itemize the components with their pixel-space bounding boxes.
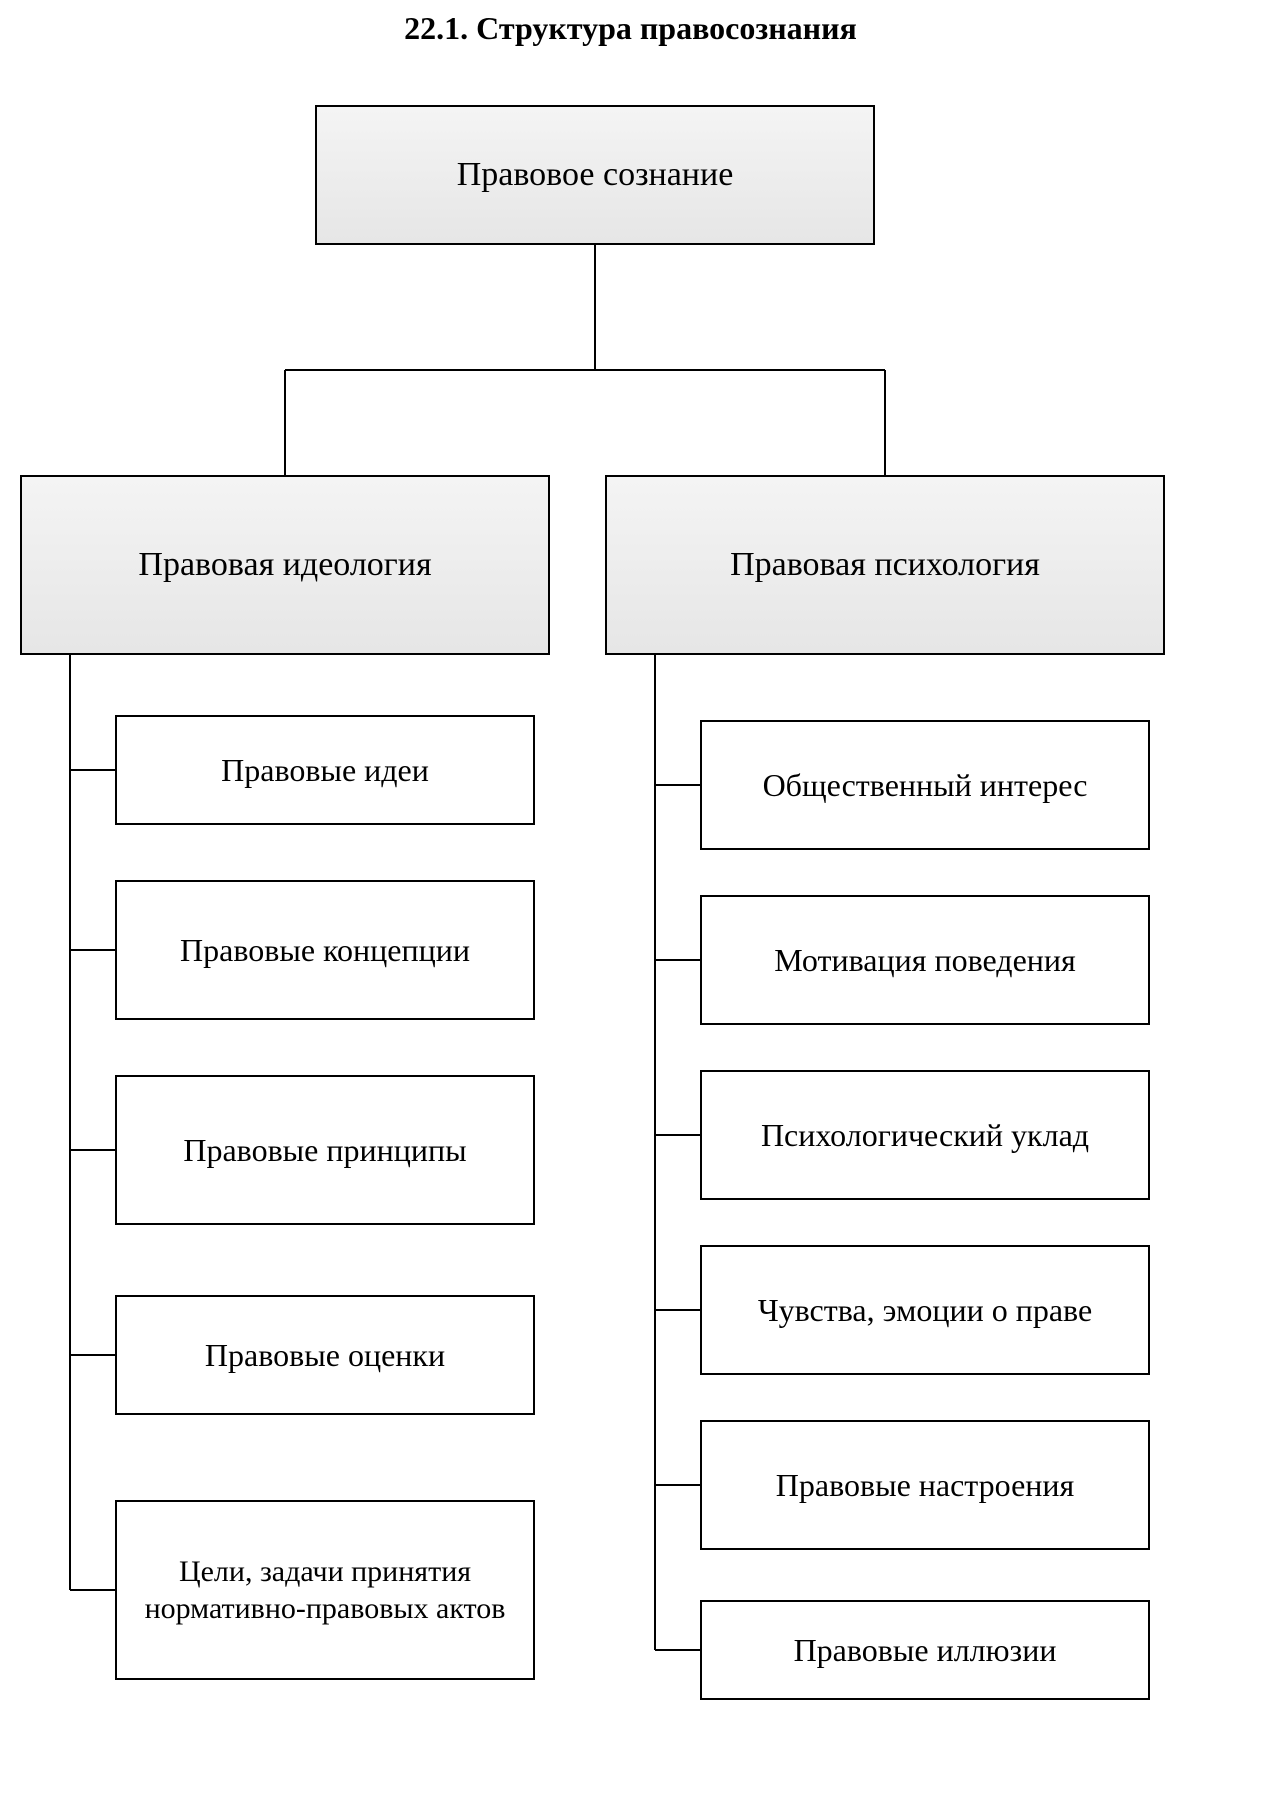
node-goals: Цели, задачи принятия нормативно-правовы… — [115, 1500, 535, 1680]
node-ideas: Правовые идеи — [115, 715, 535, 825]
node-ideology: Правовая идеология — [20, 475, 550, 655]
node-psychology: Правовая психология — [605, 475, 1165, 655]
node-evaluations: Правовые оценки — [115, 1295, 535, 1415]
node-structure: Психологический уклад — [700, 1070, 1150, 1200]
diagram-canvas: 22.1. Структура правосознания Правовое с… — [0, 0, 1261, 1801]
page-title: 22.1. Структура правосознания — [0, 10, 1261, 47]
node-motivation: Мотивация поведения — [700, 895, 1150, 1025]
node-illusions: Правовые иллюзии — [700, 1600, 1150, 1700]
node-root: Правовое сознание — [315, 105, 875, 245]
node-concepts: Правовые концепции — [115, 880, 535, 1020]
node-feelings: Чувства, эмоции о праве — [700, 1245, 1150, 1375]
node-interest: Общественный интерес — [700, 720, 1150, 850]
node-moods: Правовые настроения — [700, 1420, 1150, 1550]
node-principles: Правовые принципы — [115, 1075, 535, 1225]
